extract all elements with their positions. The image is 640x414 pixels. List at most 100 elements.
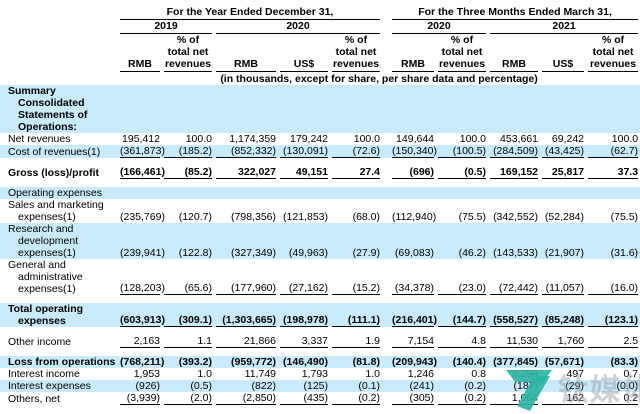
group-gap [382,335,390,348]
cell-value: 1,760 [540,335,586,348]
group-header-row: For the Year Ended December 31, For the … [0,6,640,20]
spacer-cell [0,295,640,303]
cell-value: 100.0 [353,133,381,145]
cell-value [118,85,162,133]
year-row: 2019 2020 2020 2021 [0,20,640,34]
row-label: Gross (loss)/profit [8,167,100,179]
cell-value [488,187,540,199]
row-label: Others, net [8,393,60,405]
spacer-row [0,327,640,335]
cell-value: (52,284) [544,211,585,223]
cell-value: (140.4) [452,356,487,368]
cell-value: (603,913) [120,314,165,327]
cell-value: (166,461) [120,166,165,179]
cell-value: (143,533) [493,247,539,259]
cell-value: (62.7) [586,145,640,158]
cell-value: (27.9) [352,247,381,259]
cell-value: (16.0) [586,259,640,295]
cell-value: (216,401) [392,314,437,327]
spacer-cell [0,158,640,166]
cell-value: (239,941) [120,247,165,259]
cell-value: (327,349) [231,247,276,259]
table-row: Net revenues 195,412 100.0 1,174,359 179,242… [0,133,640,145]
cell-value: 25,817 [540,166,586,179]
cell-value: (435) [278,392,330,405]
spacer-row [0,348,640,356]
group-gap [382,368,390,380]
cell-value: (72.6) [330,145,382,158]
spacer-cell [0,179,640,187]
cell-value [330,85,382,133]
cell-value [214,85,278,133]
cell-value: (23.0) [436,259,488,295]
group-gap [382,145,390,158]
group-gap [382,356,390,368]
cell-value: (100.5) [436,145,488,158]
cell-value: (2,850) [214,392,278,405]
cell-value: (125) [303,380,328,392]
cell-value [586,187,640,199]
cell-value: 4.8 [436,335,488,348]
cell-value: (72,442) [488,259,540,295]
group-gap [382,187,390,199]
cell-value: 1,174,359 [229,133,276,145]
group-gap [382,133,390,145]
cell-value: (377,845) [493,356,539,368]
row-label: Summary Consolidated Statements of Opera… [8,85,88,133]
cell-value: (305) [390,392,436,405]
spacer-row [0,295,640,303]
cell-value: (68.0) [352,211,381,223]
cell-value: 1,953 [133,368,160,380]
cell-value: 1,793 [301,368,328,380]
cell-value: 0.7 [623,368,639,380]
label-column-spacer [0,72,118,85]
cell-value: (144.7) [436,303,488,327]
col-header-pct: % of total net revenues [164,34,212,72]
cell-value: (123.1) [586,303,640,327]
cell-value: 1,064 [488,392,540,405]
year-2019-header: 2019 [118,20,214,34]
col-header-usd: US$ [540,34,586,72]
group-gap [382,6,390,20]
quarter-group-header: For the Three Months Ended March 31, [390,6,640,20]
group-gap [382,20,390,34]
table-row: Others, net (3,939) (2.0) (2,850) (435) (0.2)… [0,392,640,405]
col-header-pct: % of total net revenues [438,34,487,72]
cell-value: 21,866 [214,335,278,348]
cell-value: (85,248) [540,303,586,327]
cell-value: (122.8) [178,247,212,259]
q1-2020-header: 2020 [390,20,488,34]
cell-value: (31.6) [610,247,639,259]
cell-value: 453,661 [500,133,539,145]
cell-value: (46.2) [458,247,487,259]
cell-value: (83.3) [610,356,639,368]
cell-value: (1,303,665) [214,303,278,327]
cell-value: (0.0) [616,380,639,392]
cell-value: 1.0 [197,368,212,380]
cell-value: (959,772) [231,356,276,368]
cell-value: (696) [390,166,436,179]
row-label: Sales and marketing expenses(1) [8,199,104,223]
cell-value: 169,152 [488,166,540,179]
col-header-usd: US$ [278,34,330,72]
cell-value: 2.5 [586,335,640,348]
row-label: Interest expenses [8,380,91,392]
cell-value: 7,154 [390,335,436,348]
cell-value: 27.4 [330,166,382,179]
cell-value: (150,340) [392,145,437,158]
row-label: Operating expenses [8,187,102,199]
cell-value [330,187,382,199]
cell-value: (185.2) [162,145,214,158]
row-label: General and administrative expenses(1) [8,259,83,295]
cell-value: (0.2) [330,392,382,405]
cell-value: 179,242 [290,133,328,145]
table-row: Gross (loss)/profit (166,461) (85.2) 322,02… [0,166,640,179]
cell-value [162,187,214,199]
cell-value [390,85,436,133]
cell-value: 149,644 [396,133,435,145]
cell-value: (926) [135,380,160,392]
col-header-pct: % of total net revenues [332,34,381,72]
cell-value: (0.1) [358,380,381,392]
cell-value [162,85,214,133]
cell-value: (112,940) [392,211,437,223]
